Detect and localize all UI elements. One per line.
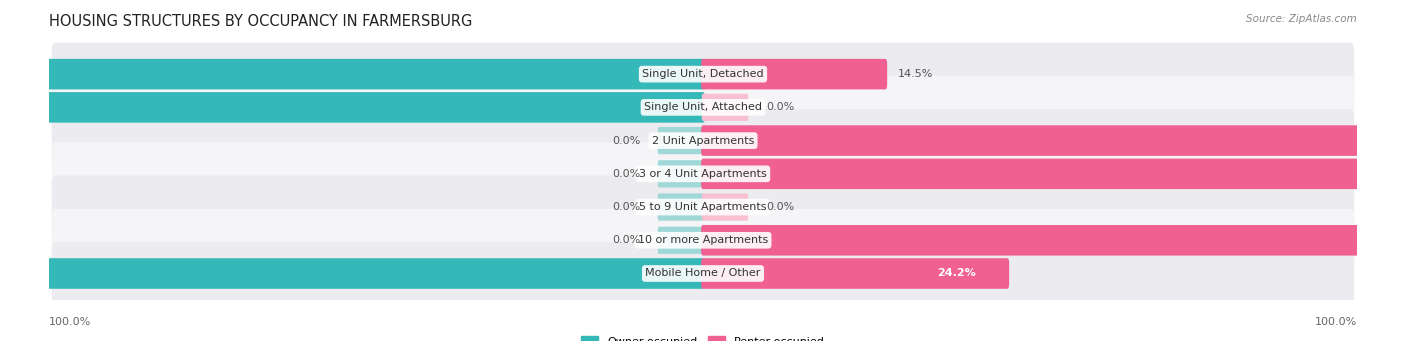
Text: 0.0%: 0.0% xyxy=(612,169,640,179)
FancyBboxPatch shape xyxy=(52,142,1354,205)
Text: Single Unit, Detached: Single Unit, Detached xyxy=(643,69,763,79)
Text: 100.0%: 100.0% xyxy=(49,317,91,327)
FancyBboxPatch shape xyxy=(702,125,1406,156)
FancyBboxPatch shape xyxy=(52,109,1354,172)
Legend: Owner-occupied, Renter-occupied: Owner-occupied, Renter-occupied xyxy=(576,332,830,341)
Text: 0.0%: 0.0% xyxy=(766,202,794,212)
Text: 5 to 9 Unit Apartments: 5 to 9 Unit Apartments xyxy=(640,202,766,212)
FancyBboxPatch shape xyxy=(52,43,1354,106)
FancyBboxPatch shape xyxy=(658,193,704,221)
Text: 0.0%: 0.0% xyxy=(612,235,640,245)
FancyBboxPatch shape xyxy=(702,159,1406,189)
FancyBboxPatch shape xyxy=(702,193,748,221)
FancyBboxPatch shape xyxy=(0,59,704,89)
FancyBboxPatch shape xyxy=(0,92,704,123)
FancyBboxPatch shape xyxy=(658,160,704,188)
Text: Mobile Home / Other: Mobile Home / Other xyxy=(645,268,761,279)
Text: 0.0%: 0.0% xyxy=(612,202,640,212)
Text: HOUSING STRUCTURES BY OCCUPANCY IN FARMERSBURG: HOUSING STRUCTURES BY OCCUPANCY IN FARME… xyxy=(49,14,472,29)
Text: 24.2%: 24.2% xyxy=(936,268,976,279)
Text: Source: ZipAtlas.com: Source: ZipAtlas.com xyxy=(1246,14,1357,24)
Text: 2 Unit Apartments: 2 Unit Apartments xyxy=(652,136,754,146)
Text: 100.0%: 100.0% xyxy=(1315,317,1357,327)
FancyBboxPatch shape xyxy=(702,258,1010,289)
FancyBboxPatch shape xyxy=(702,225,1406,255)
FancyBboxPatch shape xyxy=(658,227,704,254)
FancyBboxPatch shape xyxy=(52,242,1354,305)
Text: 0.0%: 0.0% xyxy=(612,136,640,146)
FancyBboxPatch shape xyxy=(52,209,1354,272)
FancyBboxPatch shape xyxy=(702,59,887,89)
Text: Single Unit, Attached: Single Unit, Attached xyxy=(644,102,762,113)
Text: 3 or 4 Unit Apartments: 3 or 4 Unit Apartments xyxy=(640,169,766,179)
FancyBboxPatch shape xyxy=(658,127,704,154)
FancyBboxPatch shape xyxy=(702,94,748,121)
FancyBboxPatch shape xyxy=(52,76,1354,139)
Text: 10 or more Apartments: 10 or more Apartments xyxy=(638,235,768,245)
FancyBboxPatch shape xyxy=(52,176,1354,239)
FancyBboxPatch shape xyxy=(0,258,704,289)
Text: 0.0%: 0.0% xyxy=(766,102,794,113)
Text: 14.5%: 14.5% xyxy=(898,69,934,79)
